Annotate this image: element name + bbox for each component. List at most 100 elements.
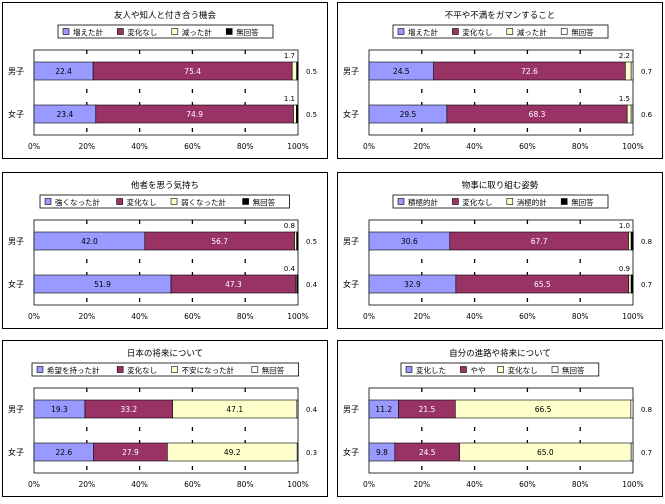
data-label: 11.2 bbox=[375, 405, 392, 414]
legend-label: 無回答 bbox=[236, 27, 259, 37]
legend-swatch bbox=[242, 198, 249, 205]
chart-title: 自分の進路や将来について bbox=[449, 348, 551, 359]
legend-label: 希望を持った計 bbox=[47, 365, 100, 375]
plot-area bbox=[33, 49, 299, 136]
data-label: 66.5 bbox=[535, 405, 552, 414]
legend-label: 減った計 bbox=[517, 27, 547, 37]
plot-area bbox=[33, 387, 299, 474]
legend-swatch bbox=[225, 28, 233, 35]
tick-label: 0% bbox=[363, 312, 375, 321]
data-label: 0.7 bbox=[641, 281, 652, 289]
legend-swatch bbox=[62, 28, 70, 35]
data-label: 0.5 bbox=[306, 238, 317, 246]
bar-segment bbox=[630, 274, 634, 294]
legend-swatch bbox=[251, 366, 259, 373]
legend-label: 積極的計 bbox=[408, 197, 438, 207]
legend-swatch bbox=[506, 198, 514, 205]
legend-swatch bbox=[44, 198, 52, 205]
legend-label: 増えた計 bbox=[408, 27, 438, 37]
data-label: 19.3 bbox=[51, 405, 68, 414]
data-label: 0.9 bbox=[619, 265, 630, 273]
legend-label: 変化なし bbox=[462, 27, 492, 37]
category-label: 女子 bbox=[8, 447, 24, 457]
legend: 希望を持った計 変化なし 不安になった計 無回答 bbox=[31, 362, 300, 377]
data-label: 21.5 bbox=[419, 405, 436, 414]
tick-label: 80% bbox=[237, 480, 254, 489]
legend-label: 増えた計 bbox=[73, 27, 103, 37]
bar-segment bbox=[630, 231, 634, 251]
data-label: 29.5 bbox=[400, 110, 417, 119]
tick-label: 20% bbox=[78, 312, 95, 321]
data-label: 65.0 bbox=[537, 448, 554, 457]
tick-label: 60% bbox=[519, 312, 536, 321]
tick-label: 0% bbox=[28, 480, 40, 489]
legend-swatch bbox=[405, 366, 413, 373]
tick-label: 40% bbox=[131, 312, 148, 321]
legend-label: 無回答 bbox=[562, 365, 585, 375]
data-label: 72.6 bbox=[521, 67, 538, 76]
legend-label: 変化した bbox=[416, 365, 446, 375]
tick-label: 60% bbox=[184, 480, 201, 489]
category-label: 男子 bbox=[343, 237, 359, 246]
legend-swatch bbox=[497, 366, 504, 373]
legend-label: やや bbox=[470, 366, 485, 375]
data-label: 1.5 bbox=[619, 95, 630, 103]
legend-label: 無回答 bbox=[253, 197, 276, 207]
data-label: 0.3 bbox=[306, 449, 317, 457]
tick-label: 20% bbox=[413, 312, 430, 321]
bar-segment bbox=[296, 399, 299, 419]
legend-box bbox=[39, 194, 290, 209]
bar-segment bbox=[628, 231, 632, 251]
chart-panel-5: 日本の将来について 希望を持った計 変化なし 不安になった計 無回答 男子 19.3 33.2… bbox=[2, 340, 328, 497]
bar-segment bbox=[625, 61, 632, 81]
bar-segment bbox=[630, 442, 634, 462]
tick-label: 20% bbox=[413, 142, 430, 151]
category-label: 男子 bbox=[8, 237, 24, 246]
legend-swatch bbox=[170, 198, 178, 205]
bar-segment bbox=[291, 61, 297, 81]
data-label: 56.7 bbox=[211, 237, 228, 246]
data-label: 30.6 bbox=[401, 237, 418, 246]
data-label: 67.7 bbox=[531, 237, 548, 246]
chart-panel-4: 物事に取り組む姿勢 積極的計 変化なし 消極的計 無回答 男子 30.6 67.7 1.0 0.8… bbox=[337, 172, 663, 329]
data-label: 22.6 bbox=[55, 448, 72, 457]
data-label: 0.7 bbox=[641, 68, 652, 76]
data-label: 47.3 bbox=[225, 280, 242, 289]
legend-label: 不安になった計 bbox=[182, 365, 235, 375]
data-label: 0.7 bbox=[641, 449, 652, 457]
data-label: 1.7 bbox=[284, 52, 295, 60]
category-label: 男子 bbox=[343, 67, 359, 76]
plot-area bbox=[368, 49, 634, 136]
bar-segment bbox=[296, 104, 299, 124]
legend-box bbox=[392, 194, 609, 209]
chart-title: 物事に取り組む姿勢 bbox=[462, 180, 539, 191]
chart-title: 不平や不満をガマンすること bbox=[445, 10, 556, 21]
tick-label: 40% bbox=[131, 142, 148, 151]
data-label: 47.1 bbox=[226, 405, 243, 414]
chart-panel-6: 自分の進路や将来について 変化した やや 変化なし 無回答 男子 11.2 21.5 66.5 0… bbox=[337, 340, 663, 497]
tick-label: 80% bbox=[572, 312, 589, 321]
category-label: 男子 bbox=[343, 405, 359, 414]
legend-swatch bbox=[560, 28, 568, 35]
tick-label: 60% bbox=[519, 480, 536, 489]
data-label: 0.8 bbox=[641, 406, 652, 414]
legend: 積極的計 変化なし 消極的計 無回答 bbox=[392, 194, 609, 209]
category-label: 女子 bbox=[8, 109, 24, 119]
tick-label: 40% bbox=[466, 480, 483, 489]
category-label: 女子 bbox=[8, 279, 24, 289]
plot-area bbox=[368, 387, 634, 474]
tick-label: 100% bbox=[622, 142, 643, 151]
data-label: 0.4 bbox=[306, 281, 318, 289]
legend-swatch bbox=[397, 28, 405, 35]
bar-segment bbox=[630, 104, 634, 124]
legend-label: 変化なし bbox=[462, 197, 492, 207]
tick-label: 80% bbox=[237, 142, 254, 151]
bar-segment bbox=[630, 399, 634, 419]
plot-area bbox=[368, 219, 634, 306]
plot-area bbox=[33, 219, 299, 306]
legend: 変化した やや 変化なし 無回答 bbox=[400, 362, 600, 377]
legend-swatch bbox=[460, 366, 467, 373]
legend-swatch bbox=[116, 366, 124, 373]
